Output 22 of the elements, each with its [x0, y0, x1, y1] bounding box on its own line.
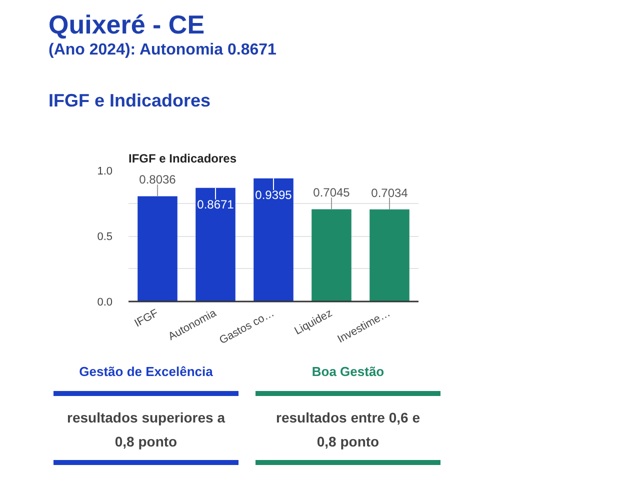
text: resultados entre 0,6 e 0,8 ponto [276, 410, 420, 450]
text: IFGF e Indicadores [48, 90, 211, 110]
bar [254, 178, 294, 302]
chart-subtitle: (Ano 2024): Autonomia 0.8671 [48, 42, 277, 58]
chart-title: Quixeré - CE [48, 10, 205, 40]
y-tick-label: 0.5 [97, 231, 113, 243]
text: resultados superiores a 0,8 ponto [67, 410, 226, 450]
bar [370, 209, 410, 302]
data-label: 0.7045 [313, 186, 350, 200]
data-label: 0.8036 [139, 172, 176, 187]
text: IFGF e Indicadores [128, 152, 237, 166]
bar [196, 188, 236, 302]
text: Gestão de Excelência [79, 364, 214, 379]
bar [138, 196, 178, 302]
x-tick-label: IFGF [132, 307, 161, 330]
data-label: 0.8671 [197, 197, 234, 212]
data-label: 0.9395 [255, 188, 292, 202]
y-tick-label: 0.0 [97, 296, 113, 308]
data-label: 0.7034 [371, 186, 408, 200]
text: Boa Gestão [312, 364, 384, 379]
y-tick-label: 1.0 [97, 166, 113, 178]
bar [312, 209, 352, 302]
